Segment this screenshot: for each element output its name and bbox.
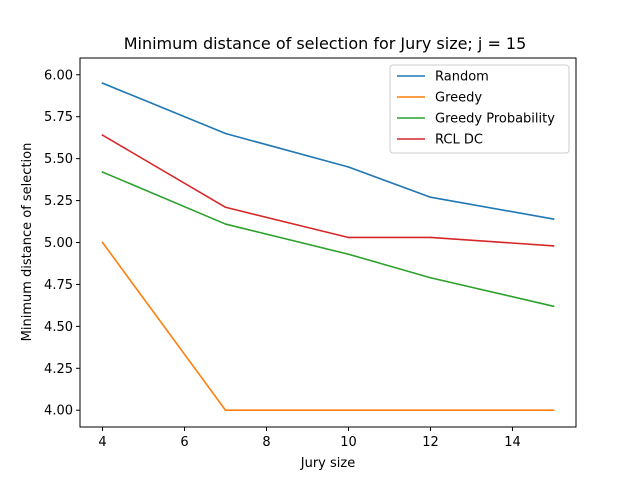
series-lines xyxy=(101,82,555,412)
y-tick-label: 4.75 xyxy=(44,278,73,293)
data-point xyxy=(101,82,104,84)
x-tick-label: 10 xyxy=(340,435,357,450)
y-axis-ticks: 4.00 4.25 4.50 4.75 5.00 5.25 5.50 5.75 6.00 xyxy=(44,68,80,419)
legend: Random Greedy Greedy Probability RCL DC xyxy=(389,64,570,154)
x-tick-label: 14 xyxy=(504,435,521,450)
data-point xyxy=(224,132,227,135)
data-point xyxy=(552,305,555,308)
x-tick-label: 8 xyxy=(262,435,270,450)
data-point xyxy=(224,409,227,412)
y-tick-label: 4.50 xyxy=(44,320,73,335)
data-point xyxy=(347,166,350,168)
x-tick-label: 4 xyxy=(98,435,106,450)
x-tick-label: 6 xyxy=(180,435,188,450)
legend-label: Greedy Probability xyxy=(435,112,555,127)
x-tick-label: 12 xyxy=(422,435,439,450)
y-axis-label: Minimum distance of selection xyxy=(20,143,35,342)
data-point xyxy=(429,276,432,279)
legend-label: Random xyxy=(435,70,489,85)
data-point xyxy=(101,241,104,244)
legend-label: RCL DC xyxy=(435,133,483,148)
chart-title: Minimum distance of selection for Jury s… xyxy=(124,34,527,53)
y-tick-label: 5.50 xyxy=(44,152,73,167)
data-point xyxy=(224,206,227,209)
data-point xyxy=(429,236,432,239)
data-point xyxy=(552,409,555,412)
data-point xyxy=(101,134,104,136)
y-tick-label: 6.00 xyxy=(44,68,73,83)
legend-entries: Random Greedy Greedy Probability RCL DC xyxy=(397,70,555,148)
data-point xyxy=(429,409,432,412)
data-point xyxy=(552,245,555,247)
data-point xyxy=(101,171,104,173)
data-point xyxy=(347,253,350,256)
y-tick-label: 5.75 xyxy=(44,110,73,125)
data-point xyxy=(552,218,555,220)
data-point xyxy=(224,223,227,225)
plot-area: 4 6 8 10 12 14 4.00 4.25 4.50 4.75 5.00 5.25 5.50 5.… xyxy=(44,57,577,450)
legend-label: Greedy xyxy=(435,91,482,106)
y-tick-label: 5.25 xyxy=(44,194,73,209)
y-tick-label: 4.25 xyxy=(44,362,73,377)
y-tick-label: 4.00 xyxy=(44,404,73,419)
data-point xyxy=(429,196,432,199)
data-point xyxy=(347,409,350,412)
x-axis-label: Jury size xyxy=(300,456,355,471)
x-axis-ticks: 4 6 8 10 12 14 xyxy=(98,427,521,450)
y-tick-label: 5.00 xyxy=(44,236,73,251)
data-point xyxy=(347,236,350,239)
legend-box xyxy=(389,64,570,154)
